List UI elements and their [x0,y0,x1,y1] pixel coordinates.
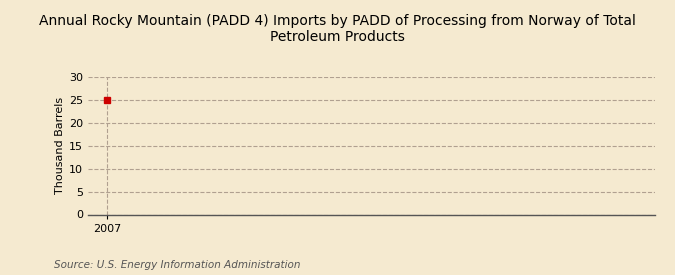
Y-axis label: Thousand Barrels: Thousand Barrels [55,97,65,194]
Text: Source: U.S. Energy Information Administration: Source: U.S. Energy Information Administ… [54,260,300,270]
Text: Annual Rocky Mountain (PADD 4) Imports by PADD of Processing from Norway of Tota: Annual Rocky Mountain (PADD 4) Imports b… [39,14,636,44]
